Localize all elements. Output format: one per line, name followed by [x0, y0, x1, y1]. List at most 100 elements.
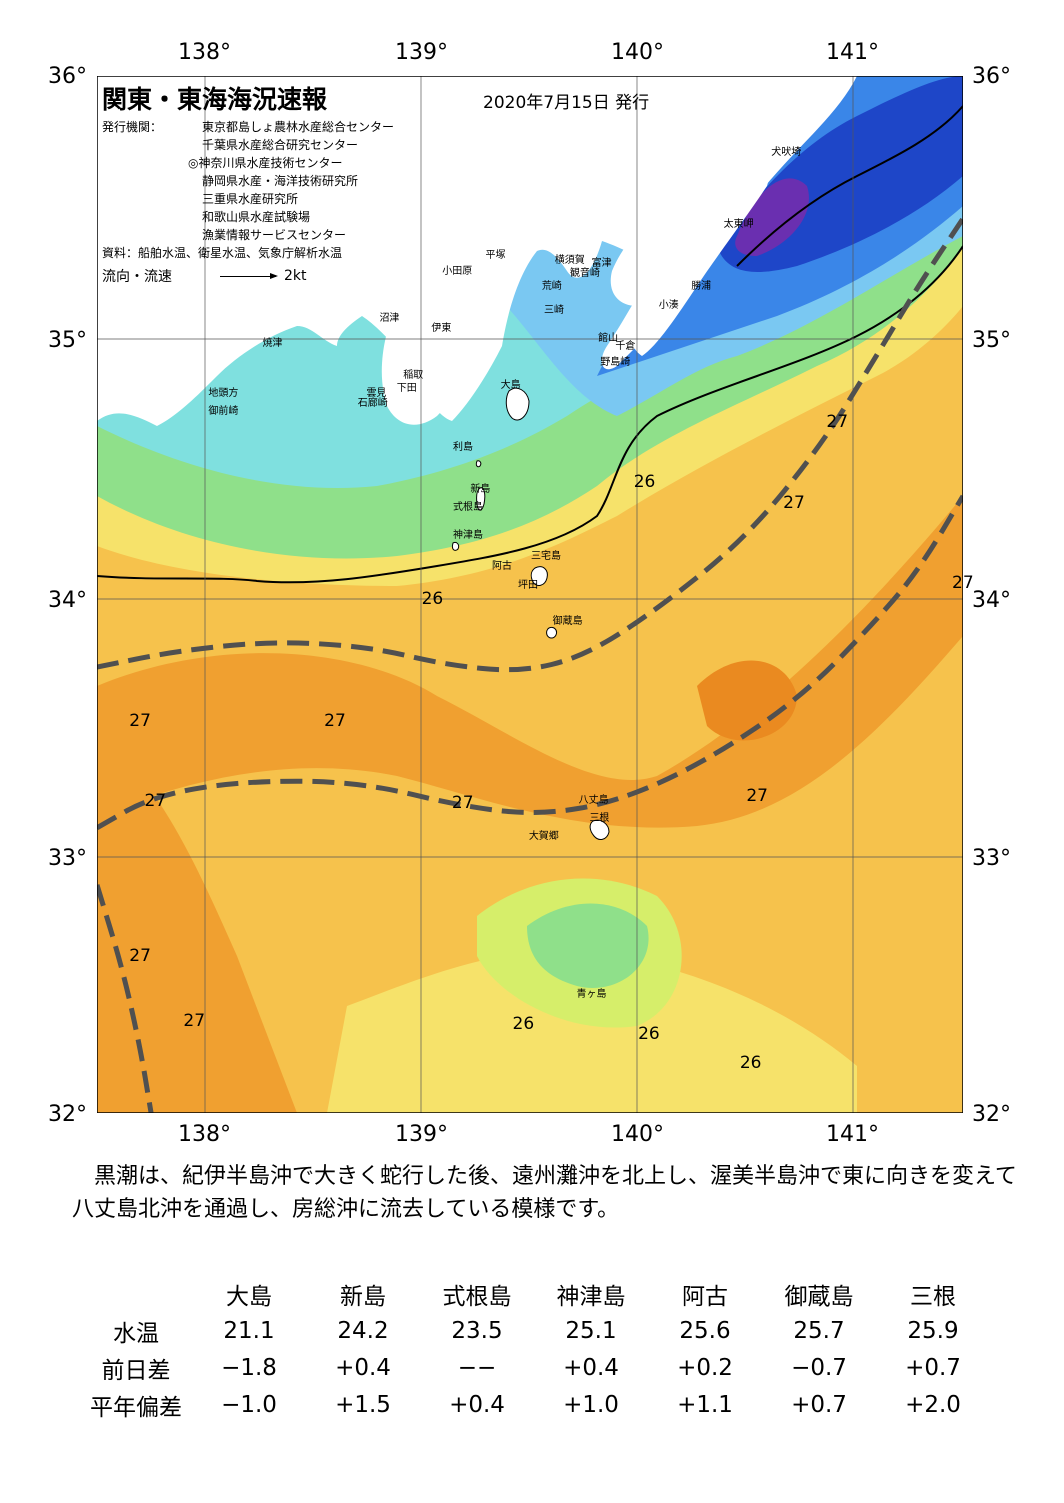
lon-label-top-139: 139°	[395, 40, 448, 65]
band-cold-deep	[735, 178, 809, 256]
lat-label-left-32: 32°	[48, 1102, 87, 1127]
flow-legend-label: 流向・流速	[102, 269, 172, 285]
row-label: 前日差	[101, 1357, 171, 1384]
agency-label: 発行機関：	[102, 120, 163, 134]
table-cell: +1.5	[335, 1391, 391, 1418]
place-label: 大賀郷	[528, 831, 559, 842]
place-label: 焼津	[262, 338, 283, 350]
isotherm-label: 27	[183, 1011, 206, 1032]
lat-label-right-32: 32°	[972, 1102, 1011, 1127]
place-label: 平塚	[485, 250, 506, 262]
table-header: 新島	[340, 1283, 386, 1310]
place-label: 三宅島	[530, 551, 561, 563]
lat-label-left-35: 35°	[48, 328, 87, 353]
isotherm-label: 27	[451, 793, 474, 814]
flow-legend-scale: 2kt	[284, 268, 307, 284]
table-cell: −1.8	[221, 1354, 277, 1381]
map-title: 関東・東海海況速報	[102, 85, 328, 114]
place-label: 三根	[589, 812, 610, 824]
table-header: 御蔵島	[784, 1283, 854, 1310]
land-izu	[381, 306, 461, 425]
lon-label-bottom-140: 140°	[611, 1122, 664, 1147]
place-label: 八丈島	[578, 794, 609, 806]
isotherm-label: 27	[746, 785, 768, 806]
table-cell: 25.6	[679, 1317, 731, 1344]
place-label: 青ヶ島	[576, 989, 607, 1001]
place-label: 式根島	[453, 501, 484, 513]
place-label: 神津島	[453, 530, 484, 542]
place-label: 荒崎	[541, 281, 562, 293]
lon-label-bottom-141: 141°	[826, 1122, 879, 1147]
table-header: 神津島	[556, 1283, 626, 1310]
land-boso	[610, 76, 770, 356]
agency-item: ◎神奈川県水産技術センター	[188, 156, 343, 170]
isotherm-label: 26	[421, 588, 444, 609]
place-label: 阿古	[492, 561, 513, 573]
kuroshio-layer	[97, 217, 963, 1113]
table-header: 阿古	[682, 1283, 728, 1310]
table-cell: +0.4	[449, 1391, 505, 1418]
place-label: 小田原	[442, 265, 473, 277]
table-row: 前日差 −1.8 +0.4 −− +0.4 +0.2 −0.7 +0.7	[80, 1349, 990, 1386]
kuroshio-path	[97, 494, 963, 830]
lon-label-bottom-139: 139°	[395, 1122, 448, 1147]
place-label: 下田	[396, 382, 417, 394]
place-label: 大島	[500, 379, 521, 391]
flow-legend: 流向・流速 2kt	[102, 266, 307, 286]
graticule	[97, 76, 963, 1113]
isotherm-label: 26	[638, 1024, 660, 1045]
place-label: 犬吠埼	[771, 146, 802, 158]
place-label: 御蔵島	[552, 615, 583, 627]
land-oshima	[505, 387, 530, 421]
table-cell: +0.4	[563, 1354, 619, 1381]
band-deep-orange	[697, 660, 797, 741]
agency-item: 千葉県水産総合研究センター	[202, 138, 359, 152]
isotherm-label: 26	[633, 472, 656, 493]
table-cell: +0.7	[905, 1354, 961, 1381]
row-label: 水温	[113, 1320, 159, 1347]
lon-label-top-140: 140°	[611, 40, 664, 65]
table-cell: −1.0	[221, 1391, 277, 1418]
land-toshima	[475, 460, 482, 468]
lat-label-right-33: 33°	[972, 846, 1011, 871]
table-row: 水温 21.1 24.2 23.5 25.1 25.6 25.7 25.9	[80, 1312, 990, 1349]
table-cell: +1.0	[563, 1391, 619, 1418]
table-cell: −−	[457, 1354, 497, 1381]
land-miyake	[530, 566, 548, 586]
isotherm-label: 27	[952, 573, 974, 594]
land-kozu	[452, 542, 460, 551]
table-cell: +0.7	[791, 1391, 847, 1418]
lat-label-right-34: 34°	[972, 588, 1011, 613]
lat-label-left-34: 34°	[48, 588, 87, 613]
table-cell: 23.5	[451, 1317, 503, 1344]
agency-item: 東京都島しょ農林水産総合センター	[202, 120, 395, 134]
place-label: 雲見	[366, 387, 387, 399]
table-cell: 24.2	[337, 1317, 389, 1344]
place-label: 小湊	[658, 299, 679, 311]
isotherm-label: 27	[129, 946, 151, 967]
row-label: 平年偏差	[90, 1394, 182, 1421]
table-cell: +2.0	[905, 1391, 961, 1418]
lat-label-right-36: 36°	[972, 64, 1011, 89]
place-label: 横須賀	[554, 255, 585, 267]
issue-date: 2020年7月15日 発行	[483, 93, 650, 113]
band-yellow-south	[327, 950, 857, 1113]
isotherm-label: 27	[144, 790, 167, 811]
isotherm-cold	[736, 105, 963, 267]
isotherm-label: 27	[129, 710, 151, 731]
band-orange-kuroshio	[97, 496, 963, 828]
kuroshio-path	[97, 217, 963, 673]
lon-label-bottom-138: 138°	[178, 1122, 231, 1147]
table-cell: 21.1	[223, 1317, 275, 1344]
agency-item: 三重県水産研究所	[202, 192, 299, 206]
band-green-aoga	[527, 903, 649, 988]
sea-temperature-map	[97, 76, 963, 1113]
place-label: 富津	[591, 258, 612, 270]
kuroshio-path	[97, 884, 154, 1113]
place-label: 利島	[453, 442, 474, 454]
table-header: 三根	[910, 1283, 956, 1310]
table-cell: +0.4	[335, 1354, 391, 1381]
table-cell: 25.1	[565, 1317, 617, 1344]
place-label: 千倉	[615, 341, 636, 353]
table-cell: 25.7	[793, 1317, 845, 1344]
